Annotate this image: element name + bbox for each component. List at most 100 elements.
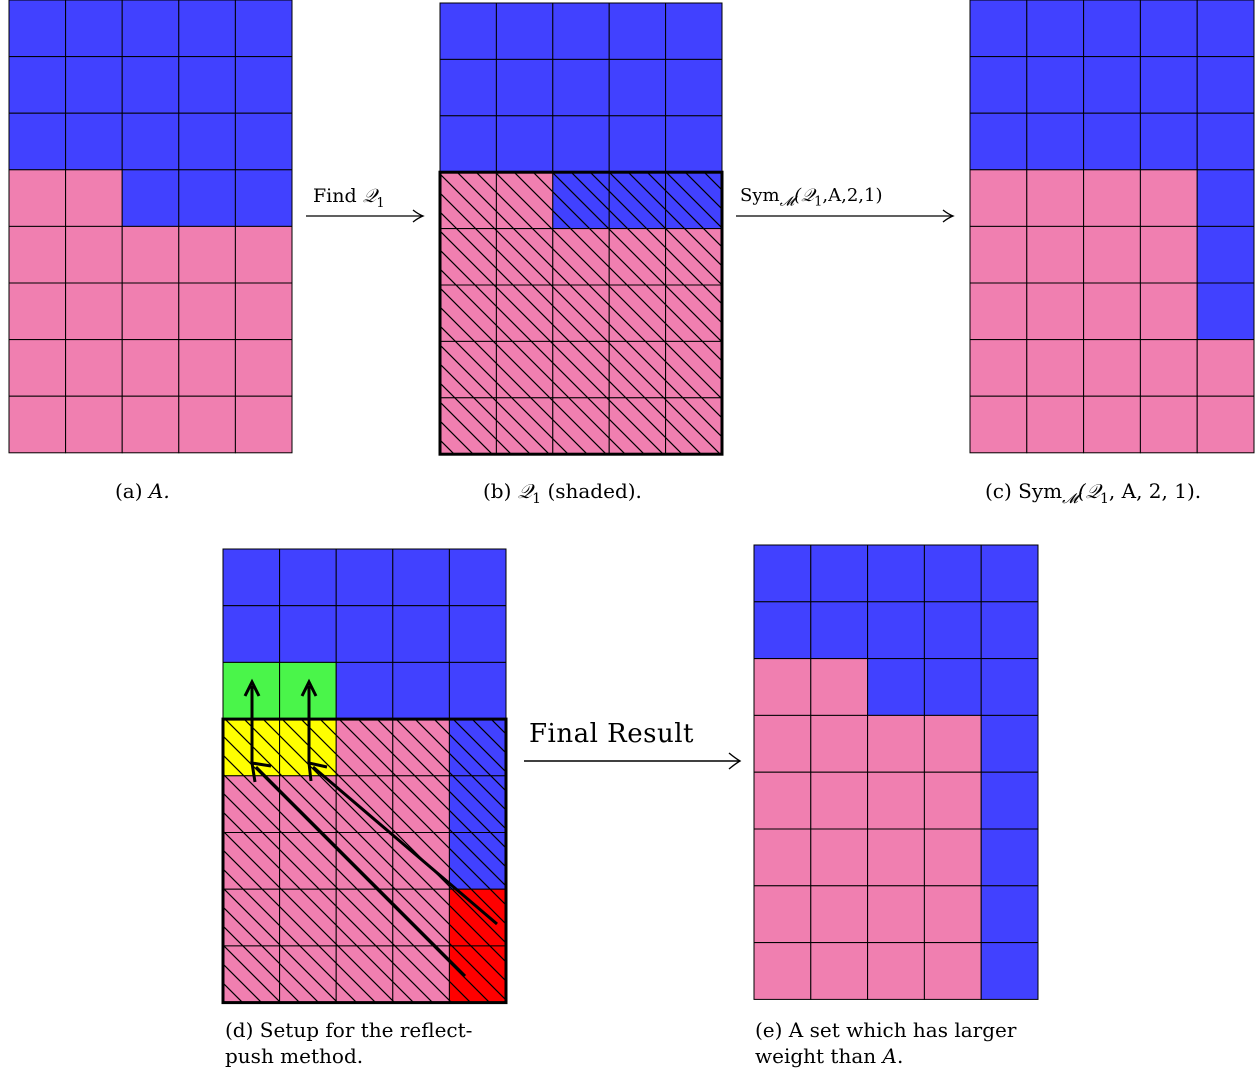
arrow-sym-rest: ,A,2,1)	[822, 185, 883, 206]
blue-cell	[1196, 112, 1255, 171]
blue-cell	[65, 56, 123, 114]
arrow-sym-text: Sym	[740, 185, 780, 206]
blue-cell	[552, 2, 610, 60]
pink-cell	[1196, 339, 1255, 397]
caption-b: (b) 𝒬1 (shaded).	[483, 478, 642, 512]
blue-cell	[392, 605, 450, 663]
blue-cell	[1083, 112, 1141, 171]
blue-cell	[121, 112, 180, 171]
pink-cell	[810, 714, 869, 773]
pink-cell	[753, 714, 812, 773]
blue-cell	[969, 112, 1028, 171]
blue-cell	[234, 112, 293, 171]
pink-cell	[1196, 395, 1255, 454]
blue-cell	[335, 605, 394, 663]
pink-cell	[1026, 395, 1085, 454]
caption-a: (a) A.	[115, 478, 170, 504]
blue-cell	[8, 0, 67, 58]
blue-cell	[867, 544, 925, 603]
caption-e-line2: weight than A.	[755, 1043, 1016, 1069]
caption-e-line1: (e) A set which has larger	[755, 1018, 1017, 1042]
blue-cell	[448, 661, 507, 720]
blue-cell	[495, 2, 554, 60]
pink-cell	[923, 942, 982, 1000]
pink-cell	[923, 771, 982, 830]
caption-d-line2: push method.	[225, 1044, 364, 1068]
pink-cell	[8, 339, 67, 397]
push-arrows	[243, 678, 498, 978]
push-arrow-up-1-head	[243, 678, 261, 697]
blue-cell	[1083, 56, 1141, 114]
blue-cell	[923, 658, 982, 716]
blue-cell	[234, 169, 293, 227]
reflect-arrow-1	[254, 765, 467, 978]
pink-cell	[753, 942, 812, 1000]
arrow-sym-sub1: 1	[814, 194, 823, 210]
caption-b-symbol: 𝒬	[517, 479, 533, 503]
blue-cell	[8, 112, 67, 171]
blue-cell	[495, 58, 554, 117]
caption-c-label: (c)	[985, 479, 1012, 503]
pink-cell	[8, 225, 67, 284]
blue-cell	[178, 169, 236, 227]
pink-cell	[121, 282, 180, 341]
pink-cell	[867, 828, 925, 887]
pink-cell	[65, 339, 123, 397]
caption-e-line2-post: .	[896, 1044, 904, 1068]
pink-cell	[753, 771, 812, 830]
pink-cell	[753, 828, 812, 887]
pink-cell	[923, 885, 982, 944]
pink-cell	[65, 282, 123, 341]
blue-cell	[753, 601, 812, 660]
blue-cell	[753, 544, 812, 603]
pink-cell	[1139, 282, 1198, 341]
pink-cell	[810, 885, 869, 944]
blue-cell	[969, 56, 1028, 114]
arrow-find-symbol: 𝒬	[362, 185, 377, 207]
pink-cell	[1139, 395, 1198, 454]
pink-cell	[969, 339, 1028, 397]
blue-cell	[8, 56, 67, 114]
caption-c-args: (𝒬	[1077, 479, 1100, 503]
panel-c	[969, 0, 1255, 454]
pink-cell	[234, 339, 293, 397]
blue-cell	[392, 661, 450, 720]
pink-cell	[121, 225, 180, 284]
blue-cell	[121, 0, 180, 58]
pink-cell	[923, 714, 982, 773]
blue-cell	[178, 0, 236, 58]
blue-cell	[335, 661, 394, 720]
pink-cell	[969, 169, 1028, 227]
pink-cell	[234, 225, 293, 284]
caption-e-line2-math: A	[882, 1044, 897, 1068]
arrow-find-label: Find 𝒬1	[313, 185, 385, 211]
blue-cell	[234, 0, 293, 58]
hatched-region	[223, 719, 506, 1003]
pink-cell	[1083, 225, 1141, 284]
blue-cell	[1083, 0, 1141, 58]
arrow-final-text: Final Result	[529, 719, 694, 749]
pink-cell	[867, 714, 925, 773]
blue-cell	[222, 548, 281, 607]
blue-cell	[1196, 225, 1255, 284]
blue-cell	[335, 548, 394, 607]
pink-cell	[1026, 339, 1085, 397]
hatched-region	[440, 172, 722, 455]
reflect-arrow-1-head	[250, 761, 272, 783]
blue-cell	[867, 601, 925, 660]
panel-e	[753, 544, 1039, 1000]
blue-cell	[552, 115, 610, 173]
blue-cell	[121, 56, 180, 114]
push-arrow-up-2-head	[300, 678, 318, 697]
pink-cell	[1083, 169, 1141, 227]
arrow-final-label: Final Result	[529, 719, 694, 749]
blue-cell	[439, 115, 497, 173]
blue-cell	[810, 544, 869, 603]
pink-cell	[178, 395, 236, 454]
pink-cell	[65, 225, 123, 284]
blue-cell	[1139, 0, 1198, 58]
blue-cell	[178, 112, 236, 171]
blue-cell	[279, 548, 337, 607]
blue-cell	[1196, 56, 1255, 114]
pink-cell	[178, 339, 236, 397]
